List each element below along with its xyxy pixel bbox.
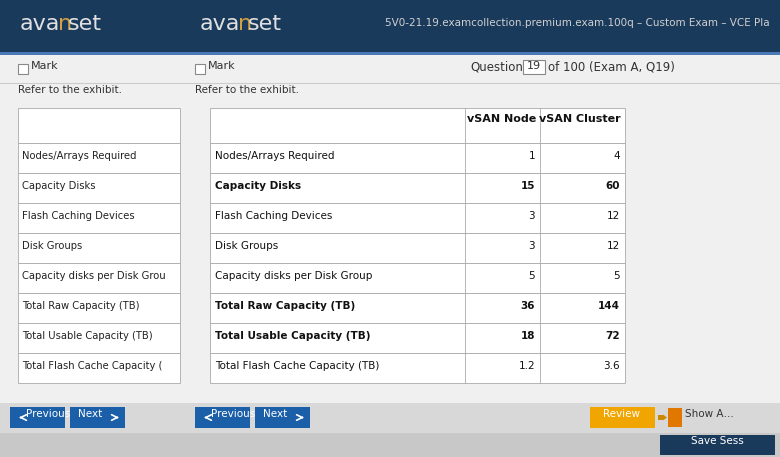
Bar bbox=[523, 60, 545, 74]
Text: Previous: Previous bbox=[211, 409, 255, 419]
Bar bbox=[210, 173, 625, 203]
Text: Previous: Previous bbox=[26, 409, 70, 419]
Bar bbox=[18, 108, 180, 143]
Bar bbox=[18, 143, 180, 173]
Text: 4: 4 bbox=[613, 151, 620, 161]
Text: 72: 72 bbox=[605, 331, 620, 341]
Text: set: set bbox=[248, 14, 282, 34]
Bar bbox=[18, 64, 28, 74]
Text: 144: 144 bbox=[598, 301, 620, 311]
Text: set: set bbox=[68, 14, 102, 34]
Bar bbox=[195, 64, 205, 74]
Text: 3.6: 3.6 bbox=[604, 361, 620, 371]
Bar bbox=[18, 323, 180, 353]
Bar bbox=[210, 353, 625, 383]
FancyArrow shape bbox=[658, 414, 667, 420]
Text: vSAN Cluster: vSAN Cluster bbox=[540, 114, 621, 124]
Bar bbox=[18, 353, 180, 383]
Bar bbox=[18, 173, 180, 203]
Bar bbox=[668, 408, 682, 427]
Text: Total Usable Capacity (TB): Total Usable Capacity (TB) bbox=[22, 331, 153, 341]
Text: Save Sess: Save Sess bbox=[690, 436, 743, 446]
Text: 1.2: 1.2 bbox=[519, 361, 535, 371]
Text: n: n bbox=[58, 14, 72, 34]
Bar bbox=[185, 103, 780, 403]
Text: Capacity disks per Disk Group: Capacity disks per Disk Group bbox=[215, 271, 372, 281]
Bar bbox=[0, 433, 780, 457]
Bar bbox=[210, 203, 625, 233]
Text: Total Raw Capacity (TB): Total Raw Capacity (TB) bbox=[22, 301, 140, 311]
Bar bbox=[185, 83, 780, 103]
Bar bbox=[185, 0, 780, 52]
Bar bbox=[255, 407, 310, 428]
Text: Nodes/Arrays Required: Nodes/Arrays Required bbox=[215, 151, 335, 161]
Bar bbox=[70, 407, 125, 428]
Text: Capacity Disks: Capacity Disks bbox=[215, 181, 301, 191]
Text: ava: ava bbox=[200, 14, 240, 34]
Text: Refer to the exhibit.: Refer to the exhibit. bbox=[195, 85, 299, 95]
Text: 60: 60 bbox=[605, 181, 620, 191]
Text: 12: 12 bbox=[607, 241, 620, 251]
Text: 3: 3 bbox=[528, 211, 535, 221]
Bar bbox=[0, 0, 185, 457]
Text: Review: Review bbox=[604, 409, 640, 419]
Text: Show A…: Show A… bbox=[685, 409, 734, 419]
Text: 5: 5 bbox=[613, 271, 620, 281]
Text: 36: 36 bbox=[520, 301, 535, 311]
Text: Flash Caching Devices: Flash Caching Devices bbox=[22, 211, 135, 221]
Text: 19: 19 bbox=[527, 61, 541, 71]
Bar bbox=[0, 403, 780, 433]
Text: Mark: Mark bbox=[208, 61, 236, 71]
Text: Capacity Disks: Capacity Disks bbox=[22, 181, 95, 191]
Bar bbox=[195, 407, 250, 428]
Bar bbox=[18, 203, 180, 233]
Bar bbox=[185, 403, 780, 433]
Text: Total Flash Cache Capacity (: Total Flash Cache Capacity ( bbox=[22, 361, 162, 371]
Bar bbox=[0, 103, 185, 403]
Bar bbox=[18, 263, 180, 293]
Text: Question: Question bbox=[470, 61, 523, 74]
Bar bbox=[590, 407, 655, 428]
Text: n: n bbox=[238, 14, 252, 34]
Text: Next: Next bbox=[78, 409, 102, 419]
Text: 12: 12 bbox=[607, 211, 620, 221]
Bar bbox=[18, 233, 180, 263]
Bar bbox=[0, 55, 185, 83]
Bar bbox=[10, 407, 65, 428]
Bar bbox=[185, 55, 780, 83]
Bar bbox=[210, 143, 625, 173]
Bar bbox=[210, 233, 625, 263]
Text: ava: ava bbox=[20, 14, 60, 34]
Text: 18: 18 bbox=[520, 331, 535, 341]
Bar bbox=[660, 435, 775, 455]
Bar bbox=[210, 263, 625, 293]
Text: Flash Caching Devices: Flash Caching Devices bbox=[215, 211, 332, 221]
Bar bbox=[185, 0, 780, 457]
Bar bbox=[210, 323, 625, 353]
Bar bbox=[18, 293, 180, 323]
Text: Refer to the exhibit.: Refer to the exhibit. bbox=[18, 85, 122, 95]
Text: vSAN Node: vSAN Node bbox=[466, 114, 536, 124]
Bar bbox=[0, 52, 780, 55]
Text: Total Raw Capacity (TB): Total Raw Capacity (TB) bbox=[215, 301, 355, 311]
Bar bbox=[0, 403, 185, 433]
Text: Nodes/Arrays Required: Nodes/Arrays Required bbox=[22, 151, 136, 161]
Text: Disk Groups: Disk Groups bbox=[22, 241, 82, 251]
Bar bbox=[0, 0, 185, 52]
Text: 15: 15 bbox=[520, 181, 535, 191]
Text: Mark: Mark bbox=[31, 61, 58, 71]
Text: of 100 (Exam A, Q19): of 100 (Exam A, Q19) bbox=[548, 61, 675, 74]
Bar bbox=[0, 83, 185, 103]
Text: 3: 3 bbox=[528, 241, 535, 251]
Text: 5: 5 bbox=[528, 271, 535, 281]
Bar bbox=[210, 293, 625, 323]
Text: 5V0-21.19.examcollection.premium.exam.100q – Custom Exam – VCE Pla: 5V0-21.19.examcollection.premium.exam.10… bbox=[385, 18, 770, 28]
Text: Next: Next bbox=[263, 409, 287, 419]
Text: Capacity disks per Disk Grou: Capacity disks per Disk Grou bbox=[22, 271, 165, 281]
Text: 1: 1 bbox=[528, 151, 535, 161]
Bar bbox=[210, 108, 625, 143]
Text: Disk Groups: Disk Groups bbox=[215, 241, 278, 251]
Text: Total Usable Capacity (TB): Total Usable Capacity (TB) bbox=[215, 331, 370, 341]
Text: Total Flash Cache Capacity (TB): Total Flash Cache Capacity (TB) bbox=[215, 361, 379, 371]
